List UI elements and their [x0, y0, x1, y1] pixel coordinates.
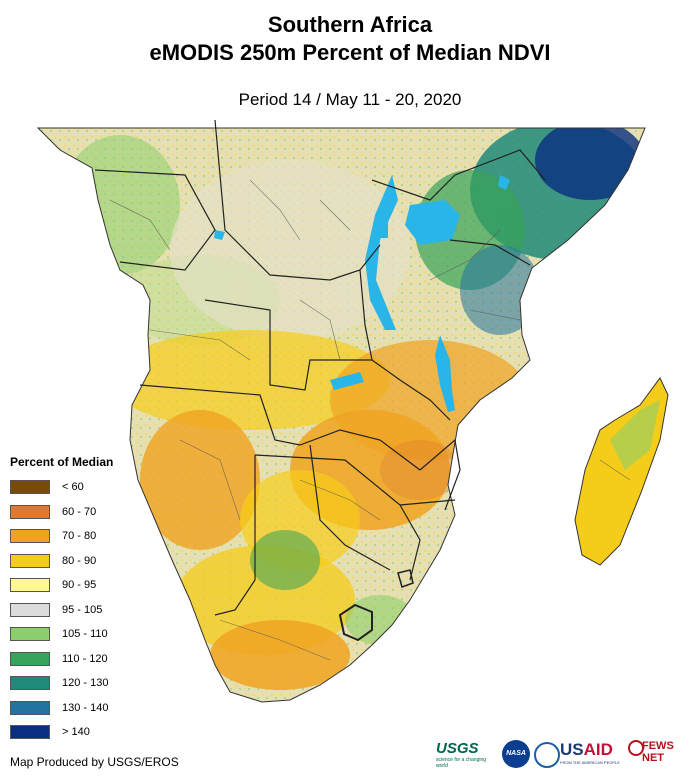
legend-label: 80 - 90 [62, 554, 97, 567]
map-title-line1: Southern Africa [267, 12, 433, 37]
legend-swatch [10, 676, 50, 691]
legend-title: Percent of Median [10, 455, 114, 469]
usgs-logo: USGS science for a changing world [436, 740, 496, 769]
legend-label: 105 - 110 [62, 628, 108, 641]
legend-row: 90 - 95 [10, 573, 120, 598]
legend-swatch [10, 627, 50, 642]
legend-row: 120 - 130 [10, 671, 120, 696]
legend-label: < 60 [62, 481, 84, 494]
legend-swatch [10, 578, 50, 593]
legend-row: 80 - 90 [10, 549, 120, 574]
fewsnet-emblem [628, 740, 644, 756]
usaid-wordmark: USAID [560, 740, 613, 759]
legend-row: 95 - 105 [10, 598, 120, 623]
legend-rows: < 60 60 - 70 70 - 80 80 - 90 90 - 95 95 - 105… [10, 475, 120, 745]
fewsnet-wordmark: FEWS NET [642, 740, 674, 764]
legend-label: 130 - 140 [62, 701, 109, 714]
legend-swatch [10, 651, 50, 666]
legend-label: 90 - 95 [62, 579, 97, 592]
legend-row: 105 - 110 [10, 622, 120, 647]
legend-row: < 60 [10, 475, 120, 500]
legend-row: 70 - 80 [10, 524, 120, 549]
legend-label: 120 - 130 [62, 677, 109, 690]
usgs-tagline: science for a changing world [436, 757, 487, 769]
usaid-tagline: FROM THE AMERICAN PEOPLE [560, 760, 620, 765]
legend-row: 110 - 120 [10, 647, 120, 672]
legend-swatch [10, 529, 50, 544]
legend-label: 70 - 80 [62, 530, 97, 543]
map-title-line2: eMODIS 250m Percent of Median NDVI [149, 40, 551, 65]
legend-label: > 140 [62, 726, 90, 739]
legend-swatch [10, 504, 50, 519]
noaa-logo [534, 742, 560, 768]
ndvi-map [37, 120, 669, 703]
credit-text: Map Produced by USGS/EROS [10, 755, 179, 769]
nasa-wordmark: NASA [506, 750, 526, 757]
legend-row: 130 - 140 [10, 696, 120, 721]
legend-row: > 140 [10, 720, 120, 745]
legend-swatch [10, 700, 50, 715]
legend-label: 95 - 105 [62, 603, 103, 616]
legend: Percent of Median < 60 60 - 70 70 - 80 80 -… [10, 455, 120, 745]
nasa-logo: NASA [502, 740, 530, 768]
legend-swatch [10, 725, 50, 740]
legend-row: 60 - 70 [10, 500, 120, 525]
usgs-wordmark: USGS [436, 740, 479, 757]
usaid-logo: USAID FROM THE AMERICAN PEOPLE [560, 740, 624, 765]
legend-label: 110 - 120 [62, 652, 108, 665]
legend-swatch [10, 480, 50, 495]
period-subtitle: Period 14 / May 11 - 20, 2020 [238, 90, 462, 109]
fewsnet-logo: FEWS NET [628, 740, 698, 764]
legend-swatch [10, 553, 50, 568]
legend-swatch [10, 602, 50, 617]
partner-logos: USGS science for a changing world NASA U… [436, 738, 698, 772]
legend-label: 60 - 70 [62, 505, 97, 518]
